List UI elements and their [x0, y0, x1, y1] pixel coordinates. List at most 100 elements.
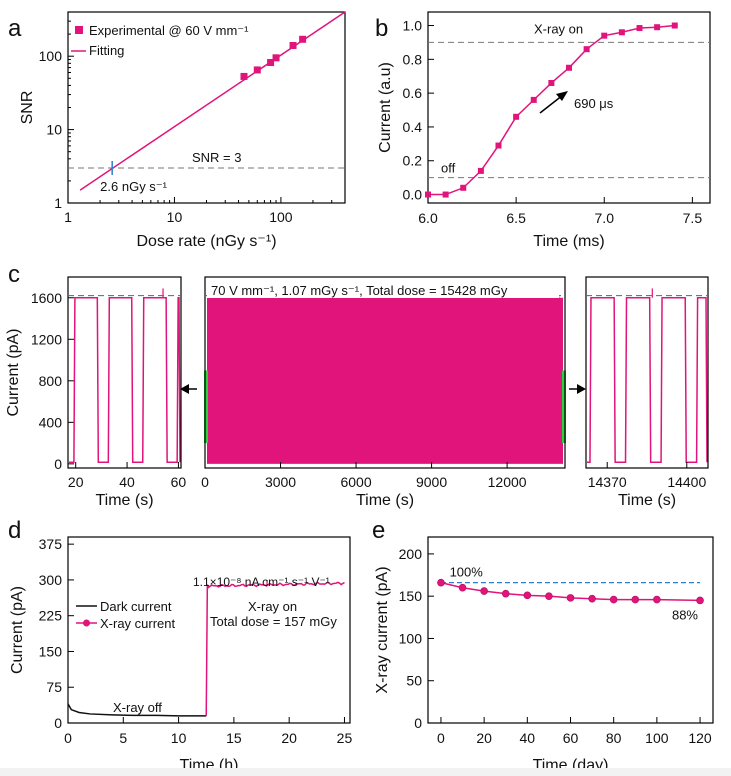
- panel-b-ytick-label: 1.0: [403, 18, 423, 34]
- panel-c-xtick-label: 0: [201, 474, 209, 490]
- panel-e-ytick-label: 150: [399, 588, 423, 604]
- panel-a-xtick-label: 10: [167, 209, 183, 225]
- panel-c-annotation: 70 V mm⁻¹, 1.07 mGy s⁻¹, Total dose = 15…: [211, 283, 508, 298]
- panel-e-data-point: [566, 594, 575, 602]
- panel-b-ytick-label: 0.8: [403, 51, 423, 67]
- panel-e-data-point: [437, 578, 445, 587]
- panel-c-zoom-pulse-train: [587, 297, 708, 464]
- panel-e-xtick-label: 120: [688, 730, 712, 746]
- panel-b-data-point: [618, 29, 625, 36]
- panel-d-ytick-label: 150: [39, 643, 63, 659]
- panel-c-xtick-label: 20: [68, 474, 84, 490]
- panel-e-data-point: [545, 592, 553, 600]
- panel-a-data-point: [267, 59, 275, 67]
- panel-d-ytick-label: 0: [54, 715, 62, 731]
- panel-c-xtick-label: 40: [119, 474, 135, 490]
- panel-d-xtick-label: 15: [226, 730, 242, 746]
- panel-d-xray-on-label: X-ray on: [248, 599, 297, 614]
- panel-a-legend-label-experimental: Experimental @ 60 V mm⁻¹: [89, 23, 249, 38]
- panel-b-data-point: [425, 191, 431, 198]
- panel-c-ytick-label: 1600: [31, 290, 62, 306]
- panel-a-annotation-label: 2.6 nGy s⁻¹: [100, 179, 167, 194]
- panel-d-ylabel: Current (pA): [9, 586, 26, 674]
- panel-e-data-point: [588, 594, 596, 603]
- panel-d-axes-frame: [67, 536, 351, 724]
- panel-c-ytick-label: 0: [54, 456, 62, 472]
- panel-b-ytick-label: 0.4: [403, 119, 423, 135]
- panel-a-data-point: [299, 35, 307, 43]
- panel-d-legend-xray-label: X-ray current: [100, 616, 176, 631]
- panel-e-xtick-label: 80: [606, 730, 622, 746]
- panel-d-sensitivity-annotation: 1.1×10⁻⁸ nA cm⁻¹ s⁻¹ V⁻¹: [193, 575, 330, 589]
- panel-e-data-point: [696, 596, 704, 605]
- panel-a-xtick-label: 1: [64, 209, 72, 225]
- panel-a-xlabel: Dose rate (nGy s⁻¹): [136, 233, 276, 250]
- panel-d-total-dose-label: Total dose = 157 mGy: [210, 614, 337, 629]
- panel-e-xtick-label: 0: [437, 730, 445, 746]
- panel-d-xtick-label: 20: [281, 730, 297, 746]
- panel-a-data-point: [240, 72, 248, 80]
- panel-e-ytick-label: 100: [399, 630, 423, 646]
- panel-b-arrow-label: 690 μs: [574, 96, 614, 111]
- panel-d-letter: d: [8, 517, 21, 544]
- panel-c-axes-frame: [204, 276, 566, 469]
- panel-e-xtick-label: 60: [563, 730, 579, 746]
- panel-e-xtick-label: 40: [520, 730, 536, 746]
- panel-d-ytick-label: 375: [39, 536, 63, 552]
- panel-d-legend-dark-label: Dark current: [100, 599, 172, 614]
- panel-b-off-label: off: [441, 161, 456, 176]
- panel-e-data-point: [480, 587, 488, 595]
- panel-c-xtick-label: 12000: [488, 474, 527, 490]
- panel-c-annotation-bg: [207, 280, 559, 298]
- panel-b-letter: b: [375, 15, 388, 42]
- panel-d-xtick-label: 25: [337, 730, 353, 746]
- panel-c-arrow-right-head: [577, 384, 586, 394]
- panel-c-axes-frame: [585, 276, 709, 469]
- panel-b-xlabel: Time (ms): [533, 233, 604, 250]
- panel-b-arrow-head: [556, 91, 568, 101]
- panel-b-data-point: [654, 24, 661, 31]
- panel-b-data-point: [636, 25, 643, 32]
- panel-b-xtick-label: 6.5: [506, 210, 526, 226]
- panel-a-data-point: [289, 41, 297, 49]
- panel-a-ytick-label: 1: [54, 195, 62, 211]
- panel-c-ytick-label: 400: [39, 414, 63, 430]
- panel-a-data-point: [253, 66, 261, 74]
- panel-d-xtick-label: 5: [119, 730, 127, 746]
- panel-b-data-point: [530, 96, 537, 103]
- panel-e-ytick-label: 0: [414, 715, 422, 731]
- panel-c-xlabel: Time (s): [618, 492, 676, 509]
- panel-d-ytick-label: 300: [39, 572, 63, 588]
- panel-e-xtick-label: 100: [645, 730, 669, 746]
- panel-b-response-line: [428, 24, 675, 196]
- panel-a-legend-marker: [75, 26, 83, 34]
- panel-b-xtick-label: 6.0: [418, 210, 438, 226]
- panel-e-data-point: [631, 595, 640, 604]
- panel-e-ylabel: X-ray current (pA): [374, 566, 391, 693]
- panel-b-ytick-label: 0.6: [403, 85, 423, 101]
- panel-b-axes-frame: [427, 11, 711, 204]
- panel-b-data-point: [442, 191, 449, 198]
- panel-d-xtick-label: 0: [64, 730, 72, 746]
- panel-c-ytick-label: 1200: [31, 331, 62, 347]
- panel-b-data-point: [671, 22, 678, 29]
- panel-c-xtick-label: 14370: [588, 474, 627, 490]
- panel-b-data-point: [513, 113, 520, 120]
- panel-c-xtick-label: 14400: [667, 474, 706, 490]
- panel-c-xtick-label: 60: [171, 474, 187, 490]
- panel-b-data-point: [583, 46, 590, 53]
- panel-c-xtick-label: 9000: [416, 474, 447, 490]
- panel-b-data-point: [601, 32, 608, 39]
- panel-b-ytick-label: 0.2: [403, 153, 423, 169]
- panel-c-xlabel: Time (s): [95, 492, 153, 509]
- panel-a-ytick-label: 10: [46, 122, 62, 138]
- panel-c-ylabel: Current (pA): [5, 328, 22, 416]
- panel-c-dense-signal: [207, 297, 563, 464]
- panel-a-ytick-label: 100: [39, 48, 63, 64]
- panel-a-legend-label-fitting: Fitting: [89, 43, 124, 58]
- panel-c-green-marker-right: [562, 370, 566, 444]
- panel-c-zoom-pulse-train: [69, 297, 181, 464]
- panel-b-xtick-label: 7.5: [683, 210, 703, 226]
- panel-b-arrow-shaft: [539, 94, 564, 114]
